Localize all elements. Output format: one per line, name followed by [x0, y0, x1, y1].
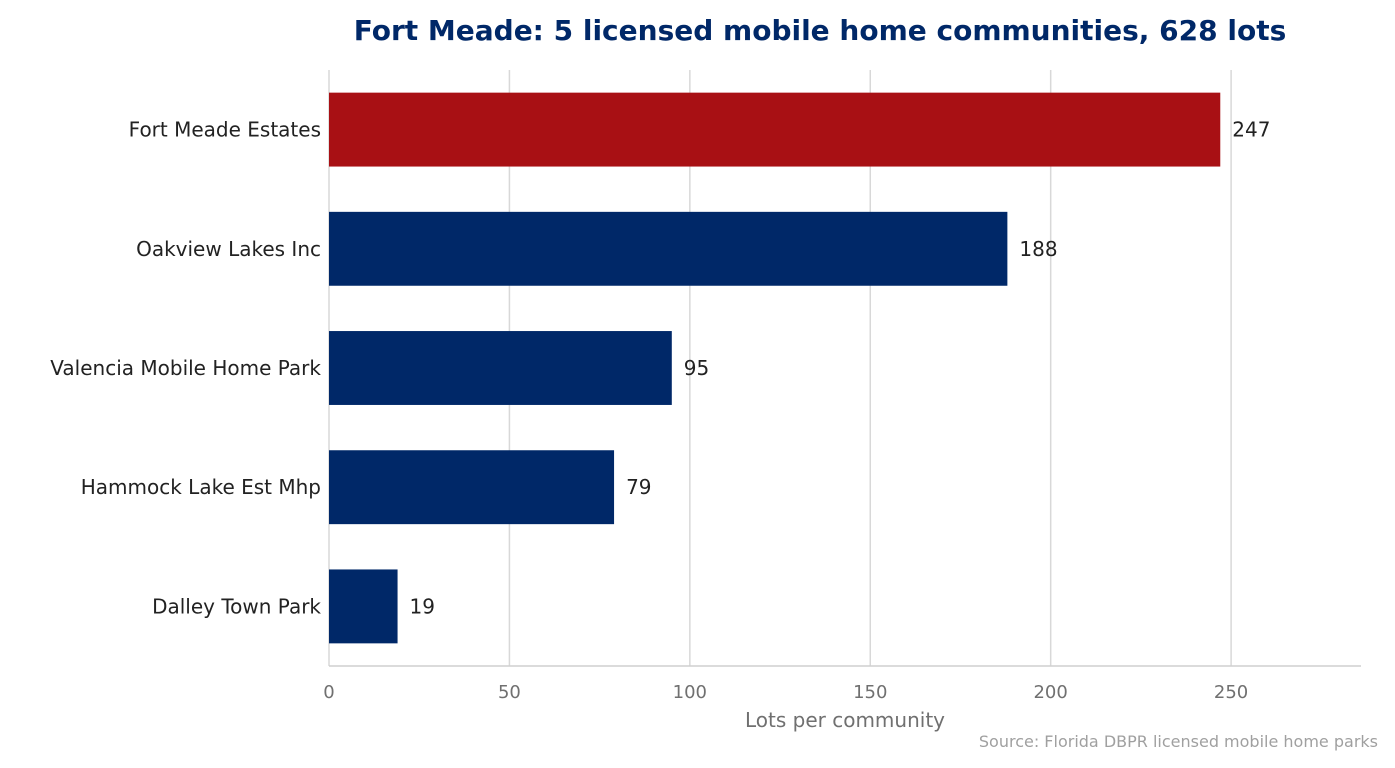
bars — [329, 92, 1221, 644]
category-label: Oakview Lakes Inc — [136, 237, 321, 261]
chart-title: Fort Meade: 5 licensed mobile home commu… — [354, 14, 1287, 47]
value-label: 188 — [1019, 237, 1057, 261]
bar-valencia-mobile-home-park — [329, 331, 672, 405]
value-label: 19 — [410, 594, 435, 618]
value-label: 95 — [684, 356, 709, 380]
source-note: Source: Florida DBPR licensed mobile hom… — [979, 732, 1378, 751]
value-labels: 247 188 95 79 19 — [410, 118, 1271, 619]
category-labels: Fort Meade Estates Oakview Lakes Inc Valen… — [50, 118, 321, 619]
x-tick-label: 0 — [323, 682, 334, 703]
bar-oakview-lakes-inc — [329, 211, 1008, 286]
category-label: Hammock Lake Est Mhp — [81, 475, 321, 499]
category-label: Valencia Mobile Home Park — [50, 356, 321, 380]
value-label: 247 — [1232, 118, 1270, 142]
x-tick-label: 150 — [853, 682, 887, 703]
category-label: Dalley Town Park — [152, 594, 321, 618]
bar-hammock-lake-est-mhp — [329, 450, 615, 525]
x-tick-label: 50 — [498, 682, 521, 703]
x-tick-label: 100 — [673, 682, 707, 703]
gridlines — [328, 70, 1232, 666]
x-axis-title: Lots per community — [745, 708, 945, 732]
x-tick-labels: 0 50 100 150 200 250 — [323, 682, 1248, 703]
category-label: Fort Meade Estates — [129, 118, 321, 142]
bar-dalley-town-park — [329, 569, 398, 644]
x-tick-label: 200 — [1033, 682, 1067, 703]
x-tick-label: 250 — [1214, 682, 1248, 703]
bar-fort-meade-estates — [329, 92, 1221, 167]
value-label: 79 — [626, 475, 651, 499]
